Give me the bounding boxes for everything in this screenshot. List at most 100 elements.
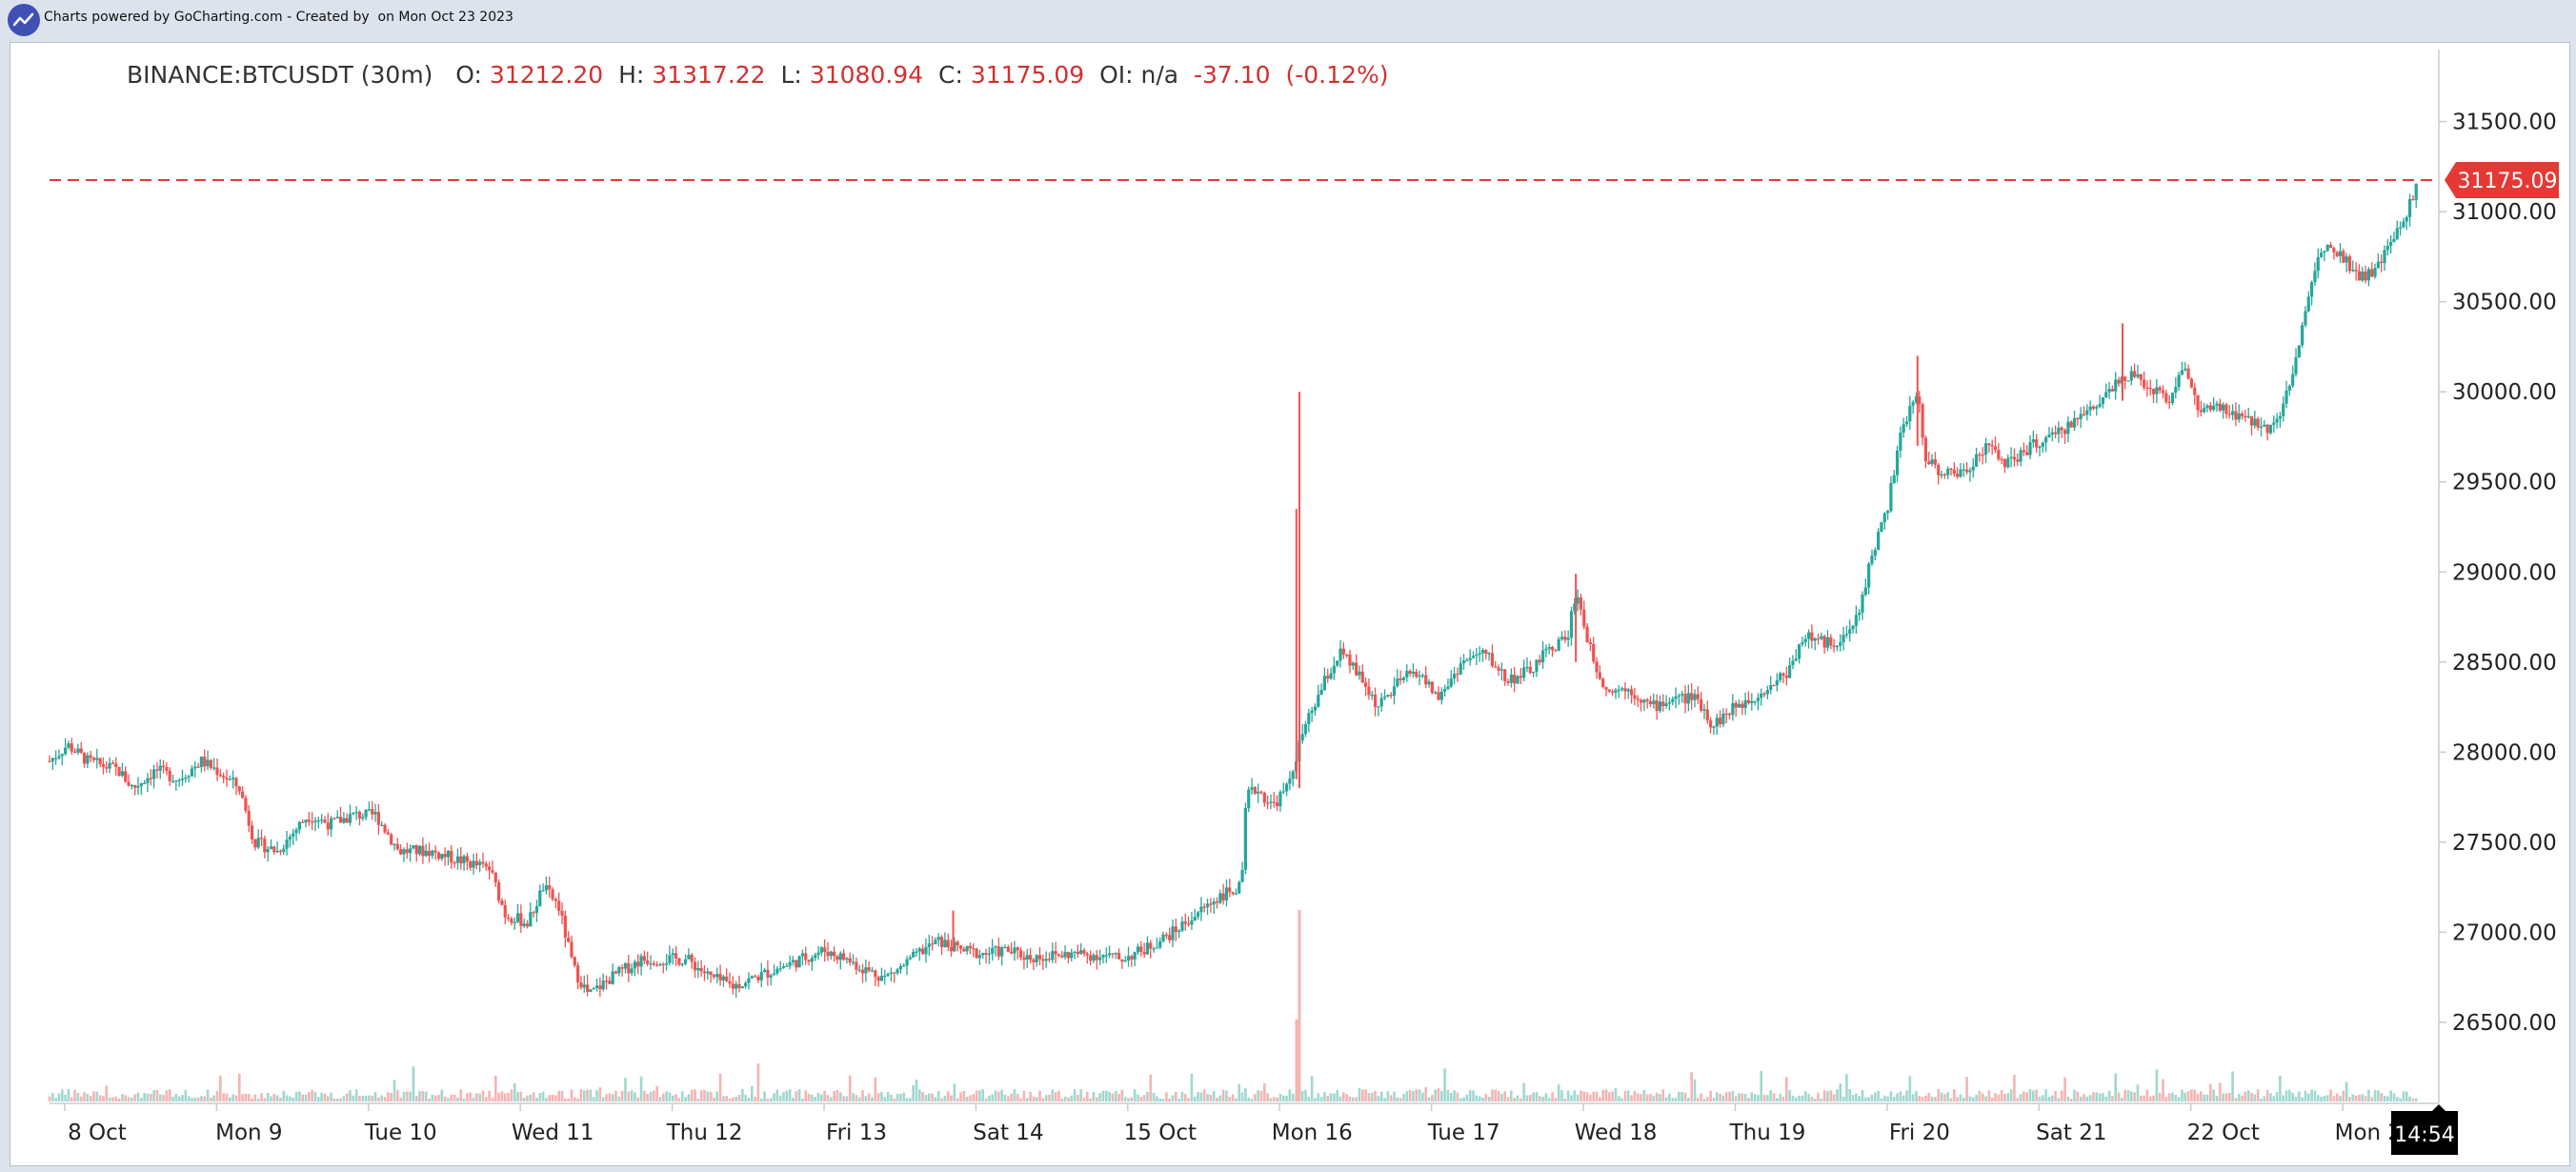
candle-body [1633,695,1637,699]
volume-bar [1697,1098,1700,1101]
volume-bar [1197,1091,1199,1101]
volume-bar [2246,1090,2250,1101]
candle-body [1990,445,1994,447]
volume-bar [1601,1090,1604,1101]
volume-bar [706,1091,710,1101]
candle-body [326,822,330,830]
chart-panel[interactable] [10,42,2570,1166]
price-tick-label: 28000.00 [2452,740,2557,765]
candle-body [785,965,789,967]
candle-body [1177,930,1181,933]
volume-bar [2186,1091,2190,1101]
candle-body [608,980,612,984]
candle-body [1183,921,1187,924]
candle-body [598,985,602,990]
volume-bar [1664,1097,1668,1101]
candle-body [740,986,744,989]
volume-bar [1990,1097,1994,1101]
candle-body [762,969,767,973]
candle-body [269,846,273,850]
candle-body [1918,396,1922,405]
volume-bar [1272,1097,1276,1101]
volume-bar [79,1096,83,1101]
candle-body [130,784,133,787]
candle-body [2366,269,2370,281]
volume-bar [2054,1090,2057,1101]
volume-bar [981,1089,985,1101]
candle-body [1006,946,1010,952]
volume-bar [326,1096,330,1101]
candle-body [1674,696,1678,699]
volume-bar [1649,1093,1652,1101]
candle-body [2050,432,2054,435]
volume-bar [713,1097,715,1101]
candle-body [1784,675,1788,678]
volume-bar [481,1090,485,1101]
candle-body [357,812,362,819]
volume-bar [412,1066,415,1101]
volume-bar [1060,1098,1064,1101]
candle-body [1221,893,1225,901]
candle-body [1623,688,1627,692]
volume-bar [2167,1093,2171,1101]
candle-body [212,767,216,769]
volume-bar [1766,1095,1769,1101]
candle-body [335,817,339,818]
candle-body [2205,405,2209,409]
candle-body [975,948,978,959]
candle-body [1475,655,1479,657]
candle-body [1563,637,1567,640]
volume-bar [788,1089,792,1101]
candle-body [1550,647,1555,651]
volume-bar [646,1094,649,1101]
candle-body [769,975,773,978]
candle-body [1844,634,1849,636]
candle-body [747,978,751,983]
volume-bar [2345,1081,2348,1101]
candle-body [2101,397,2105,404]
volume-bar [1209,1094,1213,1101]
candle-body [2151,388,2156,394]
candle-body [1386,695,1390,697]
candle-body [2072,417,2077,428]
candle-body [1234,893,1238,896]
volume-bar [1310,1076,1314,1101]
volume-bar [988,1095,991,1101]
volume-bar [2121,1097,2123,1101]
candle-body [819,947,823,953]
volume-bar [237,1073,241,1101]
volume-bar [1007,1096,1010,1101]
candle-body [1760,693,1763,698]
volume-bar [1396,1097,1399,1101]
candle-body [1956,474,1960,477]
candle-body [481,861,485,864]
volume-bar [1101,1090,1105,1101]
candle-body [1107,953,1112,956]
volume-bar [2263,1096,2266,1101]
candle-body [2208,405,2212,411]
candle-body [2319,253,2324,257]
candle-body [814,955,817,959]
volume-bar [807,1093,811,1101]
candle-body [1190,920,1194,925]
volume-bar [1678,1091,1680,1101]
candle-body [1756,697,1761,701]
volume-bar [684,1097,687,1101]
candle-body [905,959,909,966]
candle-body [1010,951,1014,954]
volume-bar [206,1089,210,1101]
candle-body [1741,703,1744,709]
volume-bar [475,1093,478,1101]
volume-bar [1801,1095,1804,1101]
volume-bar [579,1089,583,1101]
volume-bar [962,1090,966,1101]
candle-body [67,743,70,748]
volume-bar [1269,1098,1273,1101]
volume-bar [1798,1095,1801,1101]
volume-bar [532,1092,535,1101]
volume-bar [1882,1095,1886,1101]
volume-bar [399,1097,402,1101]
volume-bar [1813,1098,1817,1101]
candle-body [867,967,871,971]
